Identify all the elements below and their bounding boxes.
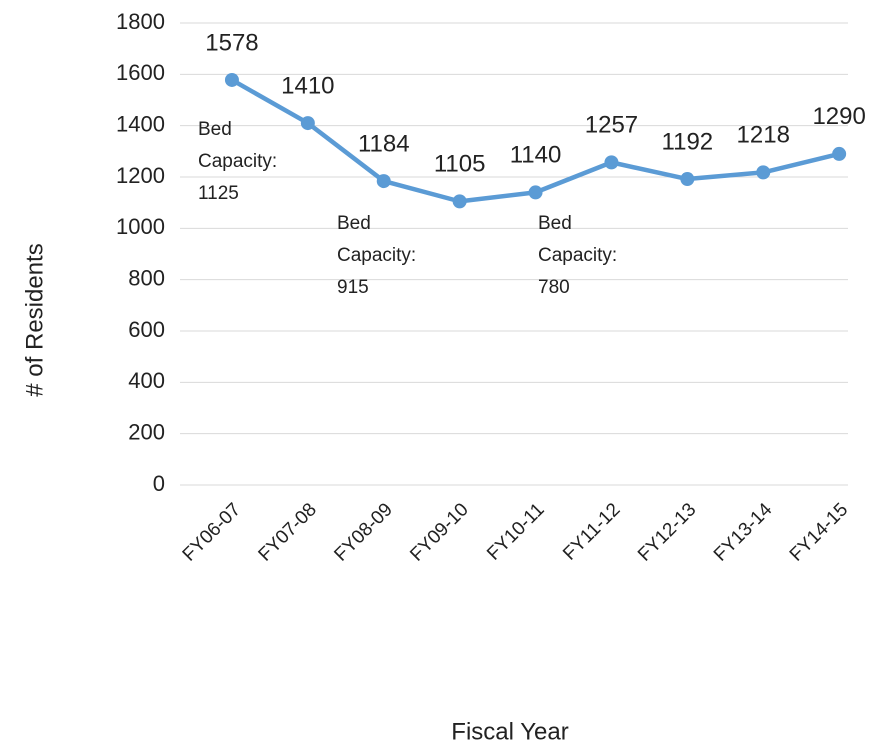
y-tick-label: 1800 — [116, 9, 165, 34]
annotation: Capacity: — [538, 245, 617, 266]
y-tick-label: 800 — [128, 265, 165, 290]
y-tick-label: 1600 — [116, 60, 165, 85]
data-label: 1184 — [358, 130, 410, 157]
point — [528, 185, 543, 200]
data-label: 1257 — [585, 112, 638, 139]
point — [832, 146, 847, 161]
point — [452, 194, 467, 209]
data-label: 1290 — [812, 103, 865, 130]
y-tick-label: 1000 — [116, 214, 165, 239]
annotation: 780 — [538, 277, 570, 298]
y-tick-label: 600 — [128, 317, 165, 342]
x-tick-label: FY14-15 — [786, 499, 852, 565]
annotation: Bed — [337, 213, 371, 234]
x-tick-label: FY07-08 — [255, 499, 321, 565]
y-tick-label: 200 — [128, 419, 165, 444]
point — [224, 72, 239, 87]
point — [300, 116, 315, 131]
annotation: 1125 — [198, 183, 239, 204]
annotation: Bed — [198, 119, 232, 140]
y-tick-label: 400 — [128, 368, 165, 393]
point — [680, 172, 695, 187]
y-tick-label: 1400 — [116, 111, 165, 136]
x-tick-label: FY09-10 — [406, 499, 472, 565]
x-tick-label: FY13-14 — [710, 499, 777, 566]
annotation: Capacity: — [337, 245, 416, 266]
point — [604, 155, 619, 170]
point — [756, 165, 771, 180]
x-tick-label: FY12-13 — [634, 499, 700, 565]
y-tick-label: 1200 — [116, 163, 165, 188]
annotation: 915 — [337, 277, 369, 298]
x-tick-label: FY10-11 — [483, 499, 548, 564]
y-tick-label: 0 — [153, 471, 165, 496]
point — [376, 174, 391, 189]
y-axis-label: # of Residents — [21, 243, 48, 396]
data-label: 1140 — [510, 142, 562, 169]
x-tick-label: FY11-12 — [559, 499, 624, 564]
data-label: 1192 — [662, 128, 714, 155]
annotation: Capacity: — [198, 151, 277, 172]
data-label: 1578 — [205, 29, 258, 56]
data-label: 1105 — [434, 151, 486, 178]
x-tick-label: FY06-07 — [179, 499, 245, 565]
annotation: Bed — [538, 213, 572, 234]
data-label: 1410 — [281, 72, 334, 99]
data-label: 1218 — [737, 122, 790, 149]
x-tick-label: FY08-09 — [330, 499, 396, 565]
x-axis-label: Fiscal Year — [451, 718, 568, 744]
